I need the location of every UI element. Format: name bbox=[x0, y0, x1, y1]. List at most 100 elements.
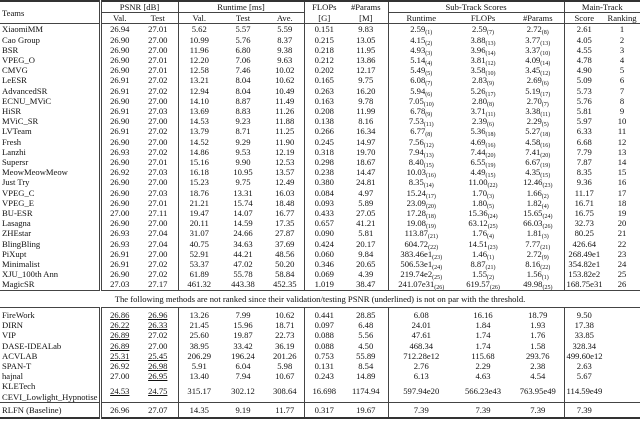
sub-params-rank: (14) bbox=[540, 61, 551, 68]
psnr-test: 27.00 bbox=[138, 44, 179, 56]
runtime-ave: 37.69 bbox=[266, 238, 305, 249]
flops: 0.657 bbox=[314, 218, 334, 229]
runtime-val: 14.10 bbox=[189, 95, 209, 106]
flops: 0.243 bbox=[314, 371, 334, 382]
flops: 0.245 bbox=[314, 136, 334, 147]
sub-runtime: 19.08(19) bbox=[388, 218, 454, 230]
flops: 16.698 bbox=[312, 386, 337, 397]
table-row: XiaomiMM 26.94 27.01 5.62 5.57 5.59 0.151 9.83 2… bbox=[0, 23, 640, 37]
sub-flops-rank: (7) bbox=[487, 30, 495, 37]
psnr-val: 26.90 bbox=[110, 136, 130, 147]
ranking bbox=[604, 351, 640, 361]
runtime-val: 52.91 bbox=[189, 248, 209, 259]
sub-flops-value: 3.96 bbox=[470, 44, 486, 55]
sub-flops: 14.51(23) bbox=[454, 239, 512, 251]
header-teams: Teams bbox=[0, 1, 102, 24]
psnr-test: 27.02 bbox=[138, 269, 179, 280]
psnr-test: 27.00 bbox=[138, 34, 179, 45]
params: 38.47 bbox=[344, 279, 389, 291]
psnr-test: 26.95 bbox=[138, 371, 179, 382]
sub-flops: 2.29 bbox=[475, 360, 491, 371]
params: 4.39 bbox=[344, 269, 389, 280]
runtime-val: 5.62 bbox=[191, 24, 207, 35]
runtime-ave: 50.20 bbox=[266, 259, 305, 270]
sub-params: 1.66(2) bbox=[512, 187, 565, 200]
flops: 0.151 bbox=[314, 24, 334, 35]
psnr-val: 26.89 bbox=[100, 330, 138, 340]
sub-params-rank: (12) bbox=[540, 71, 551, 78]
params: 9.83 bbox=[344, 23, 389, 35]
score: 2.63 bbox=[576, 360, 592, 371]
team-name: VPEG_O bbox=[0, 55, 102, 66]
sub-params-value: 2.29 bbox=[526, 116, 542, 127]
psnr-val: 26.90 bbox=[110, 44, 130, 55]
sub-runtime: 4.15(2) bbox=[388, 35, 454, 47]
psnr-val: 27.00 bbox=[110, 371, 130, 382]
sub-runtime-rank: (5) bbox=[425, 71, 433, 78]
flops: 0.097 bbox=[314, 320, 334, 331]
table-row: BlingBling 26.93 27.04 40.75 34.63 37.69 0.424… bbox=[0, 238, 640, 251]
sub-runtime-value: 7.94 bbox=[408, 146, 424, 157]
psnr-test: 26.96 bbox=[138, 307, 179, 321]
sub-params-value: 3.38 bbox=[525, 106, 541, 117]
team-name: LVTeam bbox=[0, 126, 102, 137]
runtime-val: 25.60 bbox=[189, 330, 209, 341]
flops: 0.298 bbox=[314, 157, 334, 168]
flops: 0.266 bbox=[314, 126, 334, 137]
table-row: HiSR 26.91 27.03 13.69 8.83 11.26 0.208 11.99 6.… bbox=[0, 106, 640, 118]
sub-runtime-rank: (16) bbox=[425, 173, 436, 180]
params: 4.97 bbox=[344, 187, 389, 198]
sub-runtime: 23.09(20) bbox=[388, 198, 454, 210]
sub-flops-rank: (6) bbox=[487, 122, 495, 129]
unranked-row: DASE-IDEALab 26.89 27.00 38.95 33.42 36.19 0.0… bbox=[0, 340, 640, 351]
ranking: 25 bbox=[617, 269, 627, 280]
psnr-val: 26.86 bbox=[100, 307, 138, 320]
sub-params-rank: (8) bbox=[541, 30, 549, 37]
team-name: RLFN (Baseline) bbox=[0, 401, 102, 418]
team-name-line: DIRN bbox=[2, 320, 24, 331]
runtime-test: 14.07 bbox=[233, 208, 253, 219]
score: 4.78 bbox=[576, 55, 592, 66]
sub-runtime-value: 8.35 bbox=[408, 177, 424, 188]
score: 5.09 bbox=[576, 75, 592, 86]
sub-flops-value: 2.83 bbox=[471, 75, 488, 86]
table-row: XJU_100th Ann 26.90 27.02 61.89 55.78 58.84 0.… bbox=[0, 269, 640, 281]
sub-params-value: 1.66 bbox=[526, 187, 542, 198]
sub-runtime: 6.13 bbox=[413, 371, 429, 382]
sub-params: 293.76 bbox=[512, 350, 565, 361]
runtime-test: 34.63 bbox=[233, 238, 253, 249]
ranking bbox=[604, 341, 640, 351]
ranking bbox=[604, 330, 640, 340]
sub-flops-rank: (13) bbox=[485, 40, 496, 47]
sub-params-value: 8.16 bbox=[525, 259, 541, 270]
sub-params: 4.54 bbox=[512, 371, 565, 382]
flops: 0.090 bbox=[314, 228, 334, 239]
ranking: 6 bbox=[619, 75, 625, 86]
sub-flops-rank: (25) bbox=[487, 224, 498, 231]
runtime-ave: 9.63 bbox=[266, 55, 305, 66]
sub-params: 1.93 bbox=[512, 320, 565, 331]
flops: 0.424 bbox=[314, 238, 334, 249]
psnr-test: 27.01 bbox=[138, 157, 179, 168]
ranking: 4 bbox=[619, 55, 625, 66]
unranked-row: VIP 26.89 27.02 25.60 19.87 22.73 0.088 5.56 47.… bbox=[0, 330, 640, 341]
runtime-test: 15.74 bbox=[233, 197, 253, 208]
team-name: SPAN-T bbox=[0, 360, 102, 372]
runtime-test: 9.53 bbox=[235, 146, 251, 157]
sub-flops: 8.87(21) bbox=[454, 259, 512, 271]
params: 1174.94 bbox=[344, 381, 389, 403]
flops: 0.208 bbox=[314, 106, 334, 117]
header-flops-unit: [G] bbox=[318, 12, 331, 23]
psnr-test: 27.07 bbox=[138, 401, 179, 418]
team-name: Lasagna bbox=[0, 218, 102, 229]
psnr-test: 27.00 bbox=[138, 95, 179, 107]
sub-runtime-rank: (12) bbox=[423, 142, 434, 149]
unranked-row: FireWork 26.86 26.96 13.26 7.99 10.62 0.441 28.… bbox=[0, 307, 640, 321]
sub-flops: 11.00(22) bbox=[454, 177, 512, 189]
sub-flops: 115.68 bbox=[471, 350, 495, 361]
team-name: Fresh bbox=[0, 136, 102, 147]
flops: 0.165 bbox=[314, 75, 334, 86]
note-row: The following methods are not ranked sin… bbox=[0, 290, 640, 308]
params: 9.84 bbox=[344, 248, 389, 260]
team-name-line: FireWork bbox=[2, 309, 35, 320]
